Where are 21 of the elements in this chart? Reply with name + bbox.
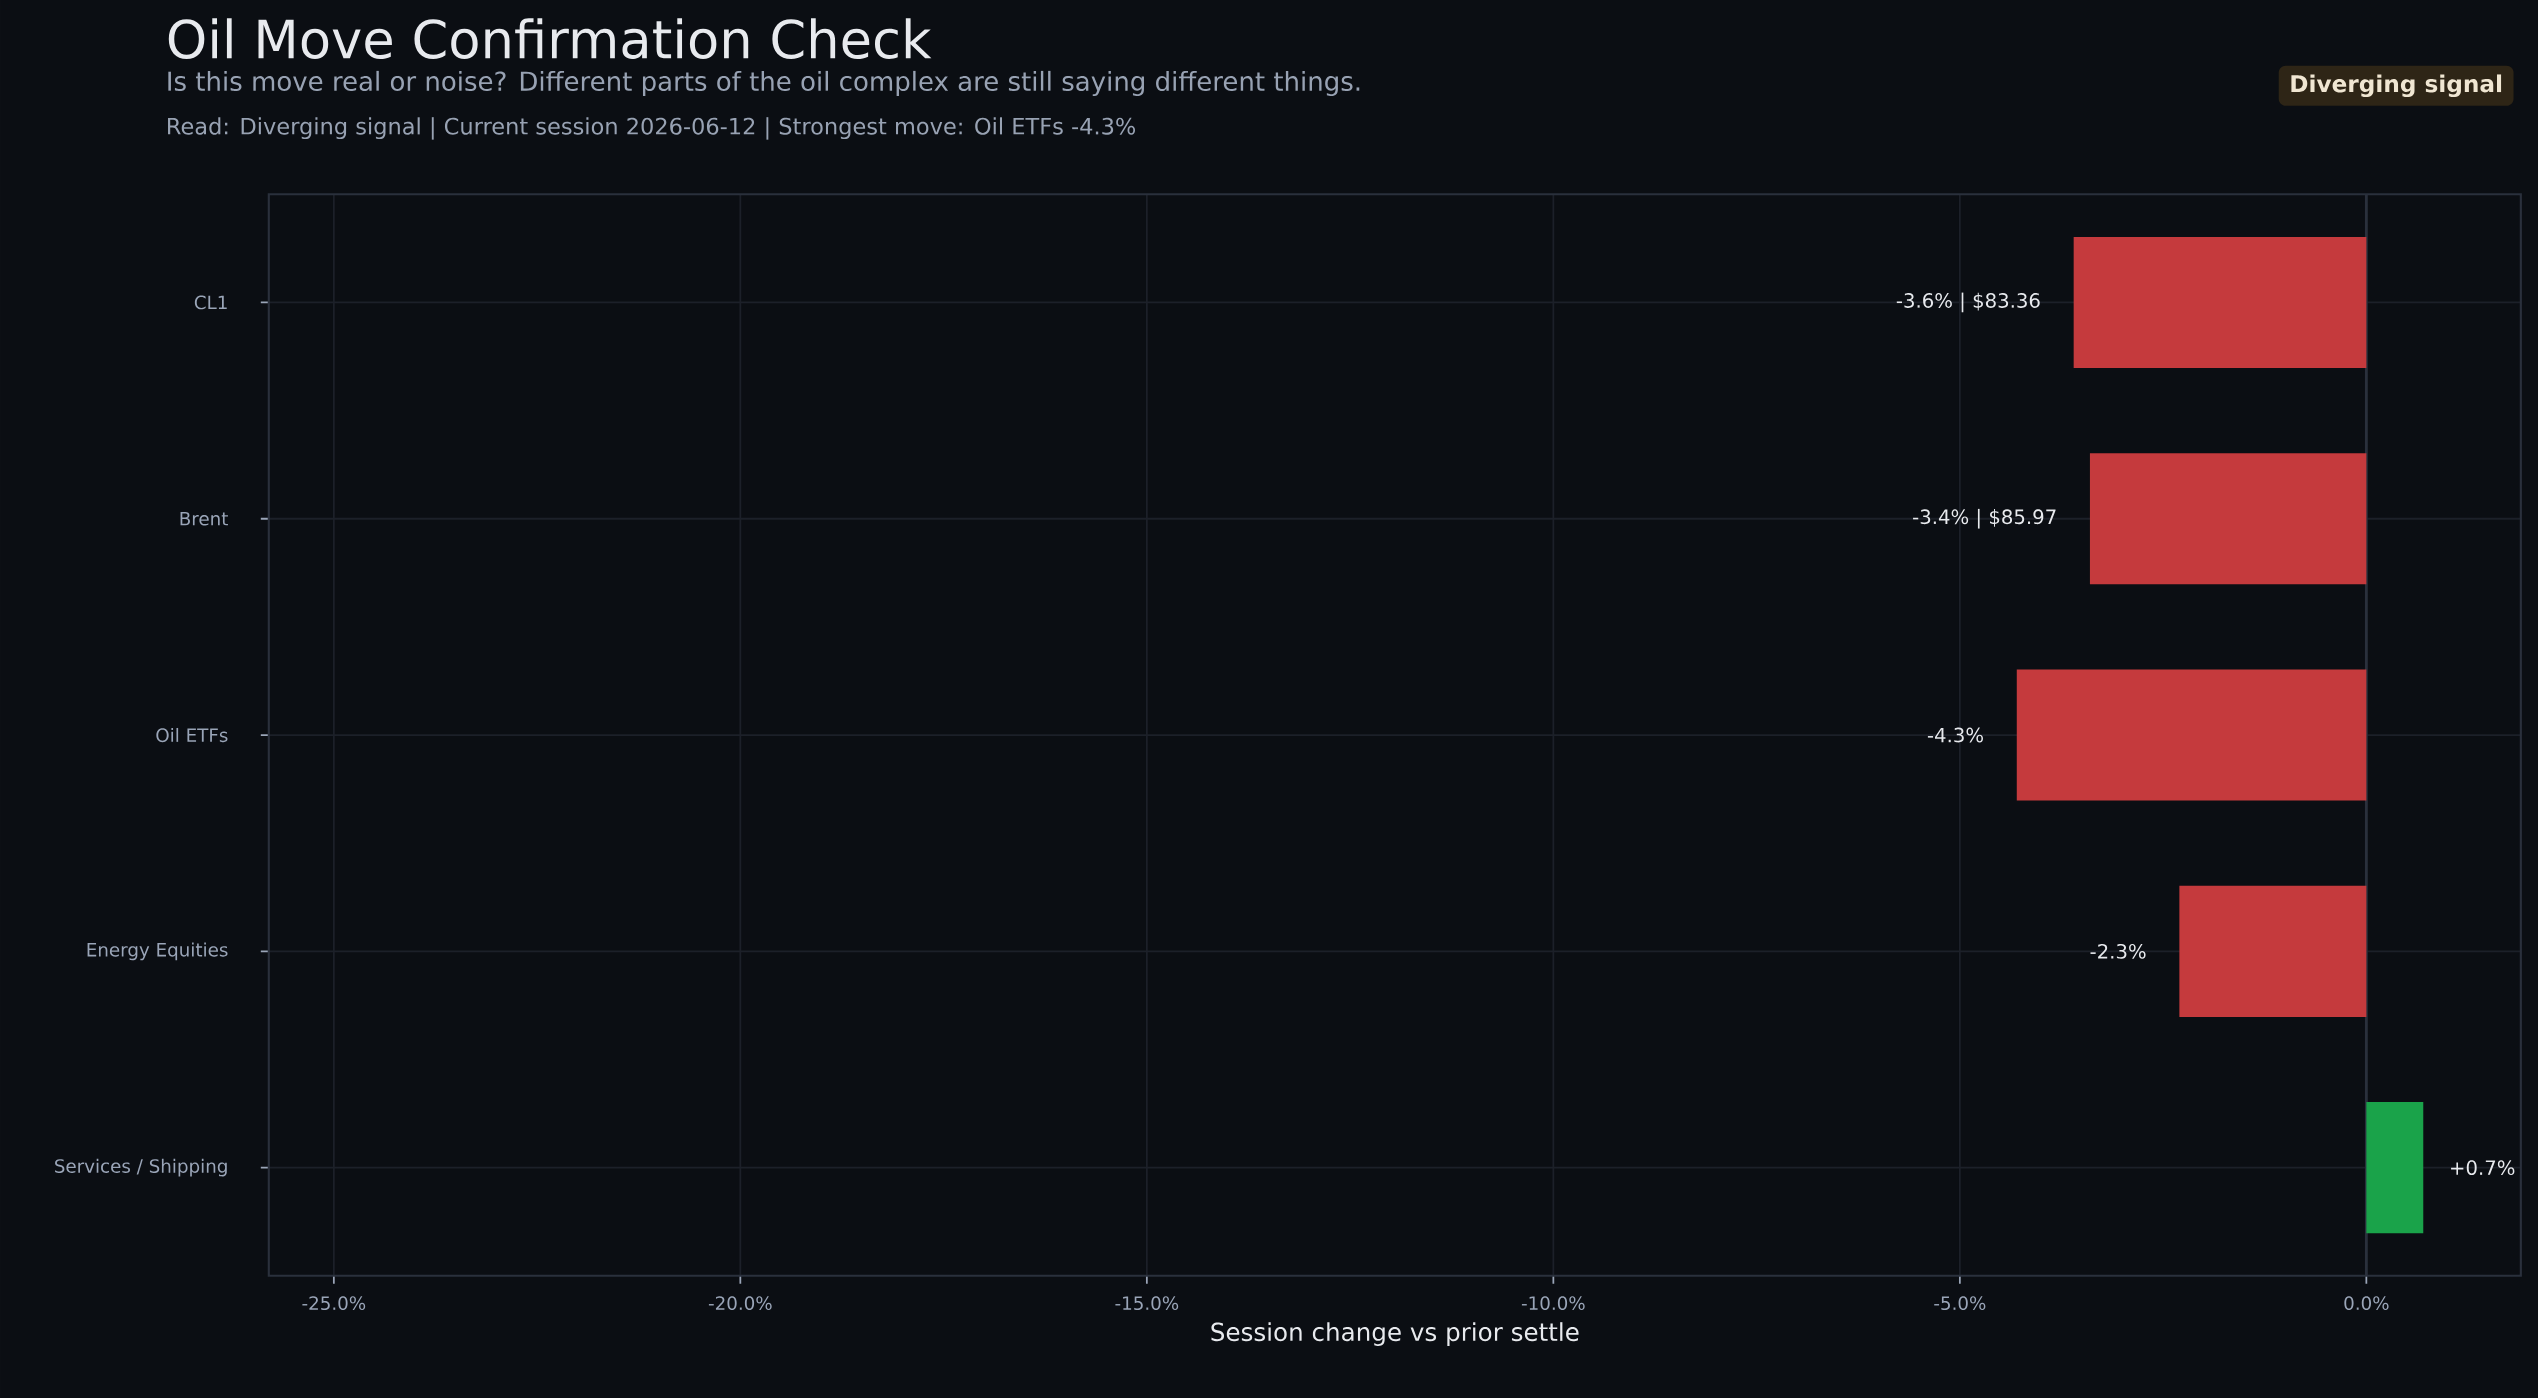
x-tick-label: -25.0% (302, 1296, 366, 1311)
text: Read: Diverging signal | Current session 2026-06-12 | Strongest move: Oil ETFs -4.3% (168, 117, 1136, 140)
data-label: +0.7% (2451, 1160, 2515, 1176)
y-tick-label: Oil ETFs (156, 727, 228, 743)
data-label: -3.4% | $85.97 (1913, 508, 2056, 529)
chart-title: Oil Move Confirmation Check (168, 18, 932, 60)
y-tick-label: Energy Equities (87, 942, 228, 961)
x-tick-label: -5.0% (1934, 1296, 1986, 1311)
chart-subtitle: Is this move real or noise? Different parts of the oil complex are still saying different things. (168, 70, 1360, 97)
x-tick-label: -10.0% (1521, 1296, 1585, 1311)
data-label: -4.3% (1927, 727, 1983, 743)
y-tick-label: Brent (180, 511, 228, 526)
text: Diverging signal (2291, 74, 2502, 98)
data-label: -3.6% | $83.36 (1896, 292, 2040, 313)
x-axis-title: Session change vs prior settle (1211, 1322, 1579, 1346)
x-tick-label: 0.0% (2344, 1296, 2389, 1311)
y-tick-label: CL1 (194, 295, 227, 310)
x-tick-label: -20.0% (708, 1296, 772, 1311)
y-tick-label: Services / Shipping (55, 1158, 227, 1177)
data-label: -2.3% (2090, 943, 2146, 959)
x-tick-label: -15.0% (1115, 1296, 1179, 1311)
